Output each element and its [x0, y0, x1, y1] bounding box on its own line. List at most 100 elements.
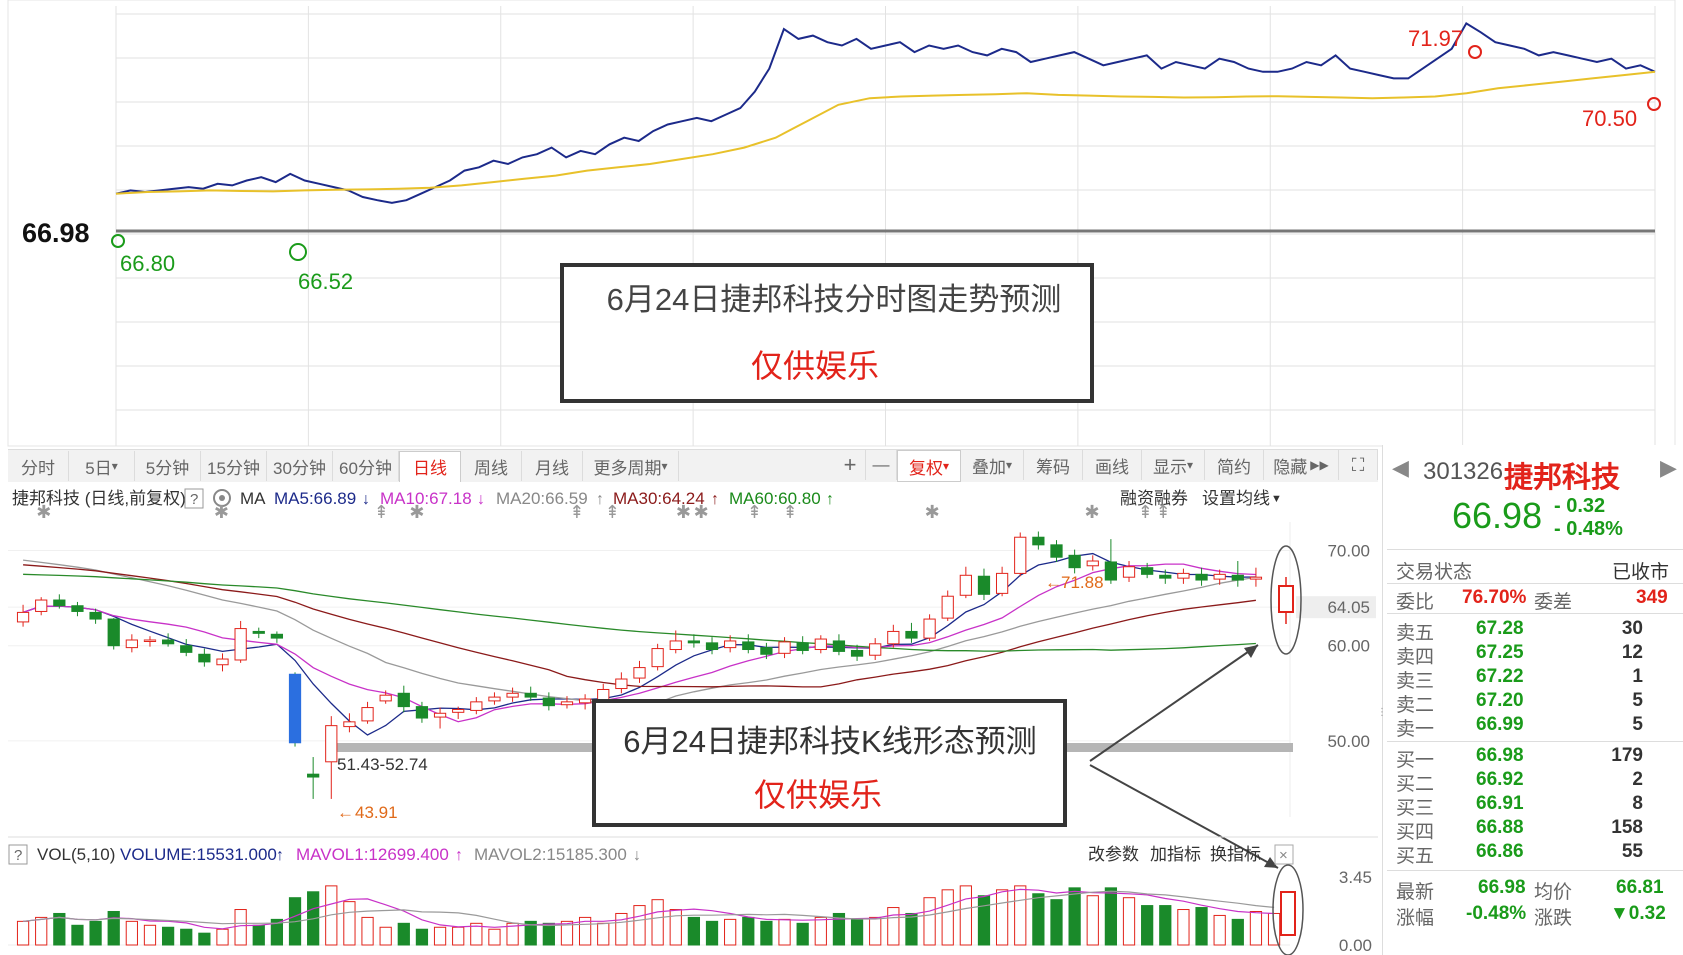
mavol2-value: MAVOL2:15185.300 — [474, 845, 627, 864]
tab-5min[interactable]: 5分钟 — [135, 451, 201, 481]
bid-price: 66.91 — [1476, 793, 1524, 814]
candle-body — [615, 678, 628, 690]
candle-body — [35, 599, 48, 612]
tab-daily[interactable]: 日线 — [399, 450, 461, 482]
volume-bar — [869, 916, 882, 946]
candle-body — [53, 599, 66, 607]
candle-body — [89, 611, 102, 620]
switch-indicator-link[interactable]: 换指标 — [1210, 845, 1261, 864]
volume-bar — [89, 920, 102, 946]
candle-body — [560, 701, 574, 706]
avg-value: 66.81 — [1616, 877, 1664, 898]
candle-body — [1104, 561, 1118, 581]
tab-60min[interactable]: 60分钟 — [333, 451, 399, 481]
order-ratio-row: 委比 76.70% 委差 349 — [1382, 587, 1683, 613]
kline-grid — [8, 550, 1290, 742]
hide-button[interactable]: 隐藏 ▶▶ — [1264, 450, 1339, 480]
next-stock-icon[interactable]: ▶ — [1660, 455, 1677, 480]
kline-y-tick: 50.00 — [1327, 732, 1370, 751]
ma-line-ma60 — [23, 573, 1256, 652]
change-params-link[interactable]: 改参数 — [1088, 845, 1139, 864]
ask-row[interactable]: 卖四 67.25 12 — [1382, 642, 1683, 668]
zoom-out-button[interactable]: — — [866, 450, 897, 480]
tab-weekly[interactable]: 周线 — [461, 451, 522, 481]
ask-row[interactable]: 卖二 67.20 5 — [1382, 690, 1683, 716]
ask-row[interactable]: 卖三 67.22 1 — [1382, 666, 1683, 692]
event-marker-icon: ⇞ — [1156, 502, 1171, 522]
volume-bar — [198, 932, 211, 946]
arrow-head-up-icon — [1244, 645, 1258, 658]
ask-row[interactable]: 卖一 66.99 5 — [1382, 714, 1683, 740]
volume-bar — [832, 912, 846, 946]
chips-button[interactable]: 筹码 — [1024, 450, 1083, 480]
candle-body — [778, 641, 791, 654]
volume-bar — [452, 926, 465, 946]
status-label: 交易状态 — [1396, 562, 1473, 583]
candle-body — [343, 721, 356, 728]
ask-price: 67.20 — [1476, 690, 1524, 711]
status-row: 交易状态 已收市 — [1382, 557, 1683, 583]
restore-rights-button[interactable]: 复权 — [897, 450, 961, 482]
volume-bar — [1086, 895, 1099, 946]
candle-body — [325, 725, 338, 763]
candle-body — [832, 640, 846, 652]
ask-price: 67.22 — [1476, 666, 1524, 687]
bid-row[interactable]: 买四 66.88 158 — [1382, 817, 1683, 843]
add-indicator-link[interactable]: 加指标 — [1150, 845, 1201, 864]
fullscreen-icon[interactable]: ⛶ — [1339, 450, 1378, 480]
event-marker-icon: ✱ — [676, 502, 691, 522]
draw-line-button[interactable]: 画线 — [1083, 450, 1142, 480]
close-marker — [1647, 97, 1661, 111]
prev-stock-icon[interactable]: ◀ — [1392, 455, 1409, 480]
tab-monthly[interactable]: 月线 — [522, 451, 583, 481]
candle-body — [452, 708, 465, 713]
ask-volume: 5 — [1632, 714, 1643, 735]
pct-value: -0.48% — [1466, 903, 1527, 924]
volume-bar — [977, 895, 991, 946]
candle-body — [1249, 576, 1263, 580]
event-marker-icon: ⇞ — [374, 502, 389, 522]
gear-icon[interactable] — [213, 489, 231, 507]
kline-y-axis: 70.00 64.05 60.00 50.00 — [1296, 542, 1376, 751]
bid-volume: 158 — [1611, 817, 1643, 838]
bid-row[interactable]: 买三 66.91 8 — [1382, 793, 1683, 819]
ask-row[interactable]: 卖五 67.28 30 — [1382, 618, 1683, 644]
tab-fenshi[interactable]: 分时 — [8, 451, 69, 481]
bid-row[interactable]: 买五 66.86 55 — [1382, 841, 1683, 867]
volume-bar — [887, 907, 900, 946]
scroll-grip-icon[interactable]: ⋮ — [1377, 707, 1387, 718]
close-icon[interactable] — [1274, 844, 1294, 865]
volume-bar — [705, 920, 719, 946]
candle-body — [270, 633, 284, 639]
tab-15min[interactable]: 15分钟 — [201, 451, 267, 481]
bid-price: 66.98 — [1476, 745, 1524, 766]
volume-y-tick: 0.00 — [1339, 936, 1372, 955]
candle-body — [415, 706, 429, 719]
ask-price: 66.99 — [1476, 714, 1524, 735]
tab-more-periods[interactable]: 更多周期 — [583, 451, 679, 481]
ma60-label: MA60:60.80 — [729, 489, 821, 508]
volume-help-icon[interactable] — [8, 844, 28, 865]
set-ma-link[interactable]: 设置均线 — [1202, 489, 1270, 508]
display-button[interactable]: 显示 — [1142, 450, 1205, 480]
bid-row[interactable]: 买二 66.92 2 — [1382, 769, 1683, 795]
ask-label: 卖四 — [1396, 647, 1435, 668]
low-annotation-arrow: ← — [337, 803, 354, 822]
volume-bar — [923, 897, 936, 946]
tab-30min[interactable]: 30分钟 — [267, 451, 333, 481]
zoom-in-button[interactable]: + — [835, 450, 866, 480]
volume-bar — [1122, 897, 1136, 946]
candle-body — [597, 688, 610, 701]
candle-body — [1159, 574, 1172, 579]
candle-body — [1141, 567, 1154, 575]
simple-button[interactable]: 简约 — [1205, 450, 1264, 480]
overlay-button[interactable]: 叠加 — [961, 450, 1024, 480]
wb-label: 委比 — [1396, 592, 1435, 613]
candle-body — [488, 696, 501, 702]
bid-row[interactable]: 买一 66.98 179 — [1382, 745, 1683, 771]
kline-help-icon[interactable] — [184, 488, 204, 509]
tab-5day[interactable]: 5日 — [69, 451, 135, 481]
margin-trading-link[interactable]: 融资融券 — [1120, 489, 1188, 508]
bid-label: 买四 — [1396, 822, 1435, 843]
volume-bar — [53, 912, 66, 946]
